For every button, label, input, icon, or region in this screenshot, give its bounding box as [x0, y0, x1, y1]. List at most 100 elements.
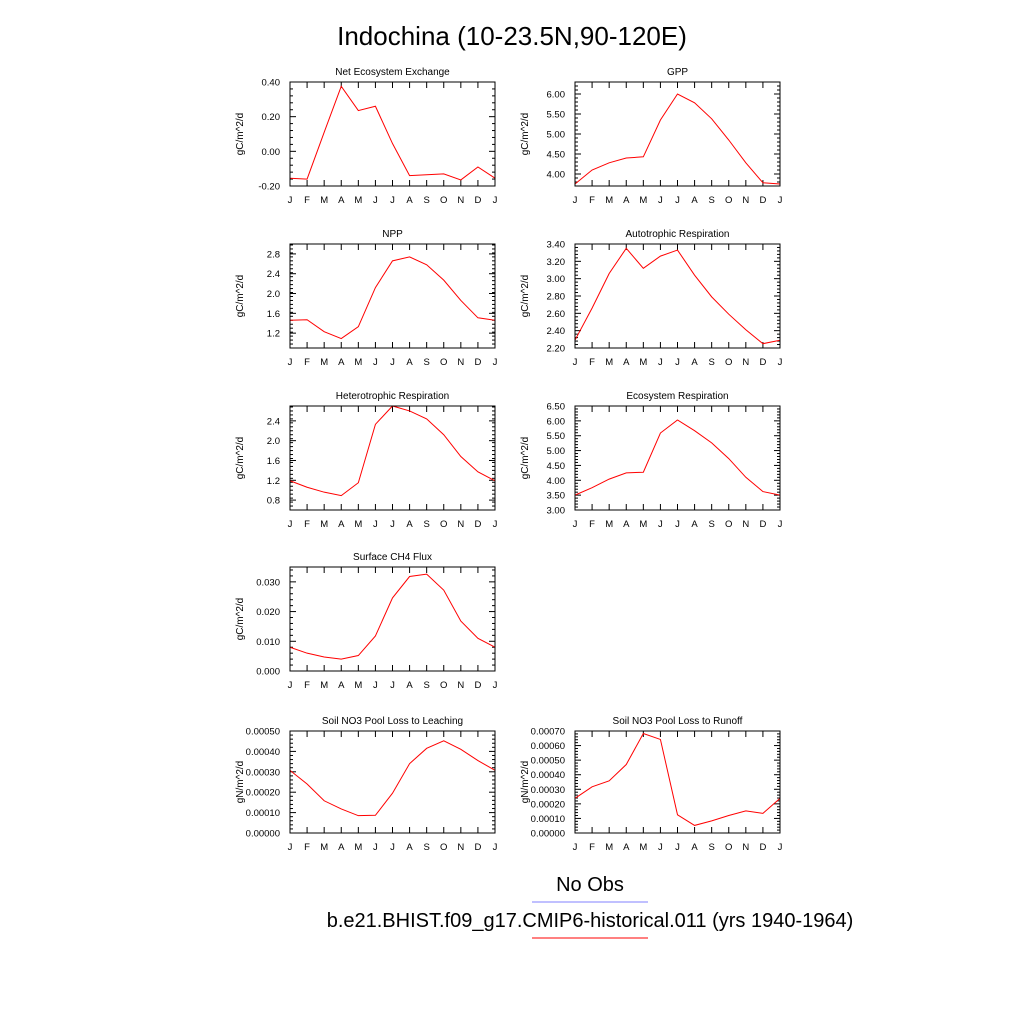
- x-tick-label: F: [304, 195, 310, 206]
- y-tick-label: 1.2: [267, 476, 280, 487]
- y-tick-label: 0.00050: [246, 727, 280, 738]
- x-tick-label: S: [708, 519, 714, 530]
- y-tick-label: 0.00030: [531, 785, 565, 796]
- y-tick-label: 1.2: [267, 329, 280, 340]
- plot-frame: [574, 243, 781, 349]
- y-tick-label: 0.010: [256, 637, 280, 648]
- x-tick-label: M: [354, 680, 362, 691]
- x-tick-label: N: [742, 357, 749, 368]
- x-tick-label: J: [658, 195, 663, 206]
- x-tick-label: D: [759, 519, 766, 530]
- x-tick-label: J: [390, 842, 395, 853]
- x-tick-label: J: [675, 357, 680, 368]
- y-tick-label: 6.50: [547, 402, 566, 413]
- x-tick-label: J: [573, 519, 578, 530]
- x-tick-label: D: [759, 842, 766, 853]
- x-tick-label: M: [354, 842, 362, 853]
- y-tick-label: 4.50: [547, 461, 566, 472]
- x-tick-label: A: [406, 680, 413, 691]
- y-tick-label: 2.60: [547, 309, 566, 320]
- x-tick-label: M: [639, 357, 647, 368]
- x-tick-label: M: [320, 195, 328, 206]
- x-tick-label: N: [742, 195, 749, 206]
- x-tick-label: F: [589, 842, 595, 853]
- panel-title: Soil NO3 Pool Loss to Runoff: [613, 716, 743, 727]
- x-tick-label: J: [493, 195, 498, 206]
- x-tick-label: M: [639, 519, 647, 530]
- x-tick-label: O: [440, 357, 447, 368]
- x-tick-label: J: [493, 680, 498, 691]
- y-axis-label: gC/m^2/d: [235, 598, 246, 641]
- y-tick-label: 0.020: [256, 607, 280, 618]
- panel-title: Ecosystem Respiration: [626, 391, 728, 402]
- y-tick-label: 2.0: [267, 436, 280, 447]
- y-axis-label: gC/m^2/d: [235, 437, 246, 480]
- y-tick-label: 0.00010: [246, 808, 280, 819]
- y-tick-label: 3.00: [547, 274, 566, 285]
- x-tick-label: M: [320, 357, 328, 368]
- y-tick-label: 5.00: [547, 446, 566, 457]
- x-tick-label: N: [457, 357, 464, 368]
- y-tick-label: 0.00060: [531, 741, 565, 752]
- x-tick-label: A: [691, 519, 698, 530]
- x-tick-label: M: [639, 195, 647, 206]
- panel-title: Autotrophic Respiration: [626, 229, 730, 240]
- x-tick-label: M: [605, 842, 613, 853]
- x-tick-label: A: [623, 195, 630, 206]
- y-tick-label: 0.40: [262, 78, 281, 89]
- series-line: [289, 256, 496, 340]
- plot-frame: [289, 405, 496, 511]
- x-tick-label: J: [675, 842, 680, 853]
- x-tick-label: M: [605, 195, 613, 206]
- x-tick-label: O: [725, 842, 732, 853]
- y-axis-label: gC/m^2/d: [235, 113, 246, 156]
- x-tick-label: D: [474, 195, 481, 206]
- x-tick-label: J: [778, 842, 783, 853]
- y-axis-label: gN/m^2/d: [520, 761, 531, 804]
- x-tick-label: D: [474, 519, 481, 530]
- y-tick-label: 2.40: [547, 326, 566, 337]
- x-tick-label: J: [373, 680, 378, 691]
- x-tick-label: O: [725, 195, 732, 206]
- x-tick-label: F: [304, 357, 310, 368]
- x-tick-label: N: [742, 519, 749, 530]
- legend-obs-label: No Obs: [556, 874, 624, 896]
- y-tick-label: 0.20: [262, 112, 281, 123]
- x-tick-label: M: [354, 195, 362, 206]
- y-tick-label: 0.00000: [246, 829, 280, 840]
- y-tick-label: 3.20: [547, 257, 566, 268]
- x-tick-label: D: [474, 842, 481, 853]
- x-tick-label: M: [320, 519, 328, 530]
- x-tick-label: A: [406, 357, 413, 368]
- y-tick-label: 5.50: [547, 110, 566, 121]
- y-tick-label: 2.4: [267, 269, 280, 280]
- x-tick-label: N: [457, 519, 464, 530]
- y-tick-label: 5.50: [547, 431, 566, 442]
- x-tick-label: A: [338, 357, 345, 368]
- y-tick-label: 0.00020: [246, 788, 280, 799]
- y-axis-label: gC/m^2/d: [520, 113, 531, 156]
- x-tick-label: A: [338, 519, 345, 530]
- panel-title: NPP: [382, 229, 403, 240]
- x-tick-label: N: [457, 195, 464, 206]
- legend: No Obs b.e21.BHIST.f09_g17.CMIP6-histori…: [327, 874, 853, 939]
- y-tick-label: 4.00: [547, 476, 566, 487]
- y-axis-label: gC/m^2/d: [235, 275, 246, 318]
- x-tick-label: F: [304, 680, 310, 691]
- x-tick-label: O: [440, 680, 447, 691]
- y-tick-label: 1.6: [267, 456, 280, 467]
- x-tick-label: A: [406, 195, 413, 206]
- y-tick-label: 4.50: [547, 150, 566, 161]
- x-tick-label: M: [639, 842, 647, 853]
- y-tick-label: 3.50: [547, 491, 566, 502]
- y-tick-label: 0.030: [256, 577, 280, 588]
- x-tick-label: M: [320, 680, 328, 691]
- y-axis-label: gN/m^2/d: [235, 761, 246, 804]
- x-tick-label: J: [373, 357, 378, 368]
